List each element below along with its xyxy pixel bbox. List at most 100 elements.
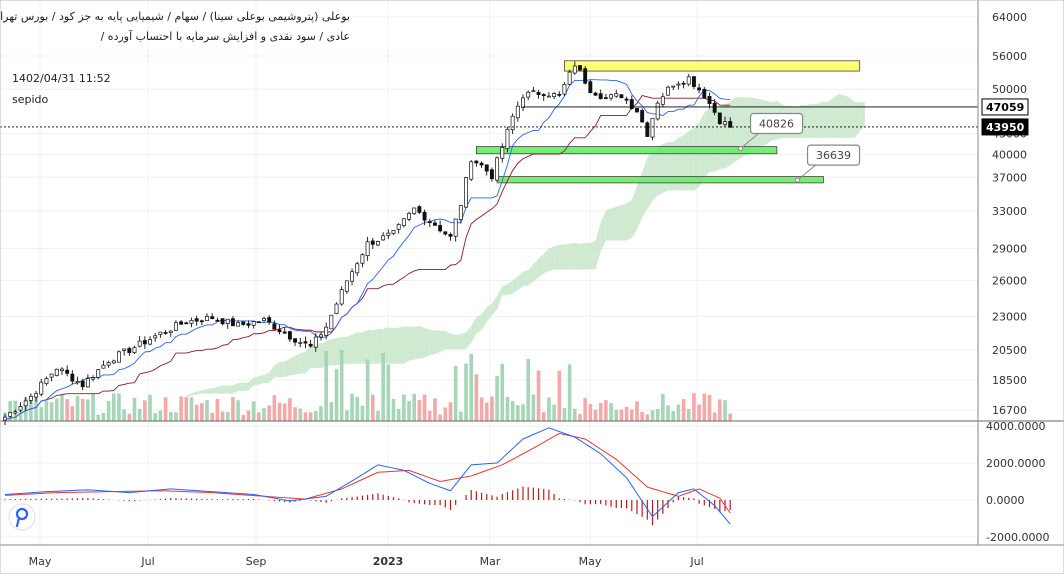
volume-bar (80, 399, 85, 421)
cloud-segment (269, 365, 275, 383)
price-callouts[interactable]: 40826 36639 (738, 112, 861, 183)
tenkan-line (4, 79, 731, 421)
candle-body (96, 369, 101, 378)
cloud-segment (709, 107, 715, 173)
zone-green-1 (475, 146, 778, 155)
volume-bar (438, 414, 442, 421)
cloud-segment (253, 376, 259, 386)
candle-body (422, 211, 427, 221)
volume-bar (464, 363, 468, 421)
volume-bar (282, 403, 287, 421)
volume-bar (215, 398, 220, 421)
volume-bar (179, 396, 183, 421)
volume-bar (210, 412, 214, 421)
volume-bar (635, 401, 639, 421)
candle-body (277, 329, 282, 333)
candle-body (132, 347, 137, 353)
volume-bar (55, 398, 59, 421)
cloud-segment (264, 372, 270, 384)
candle-body (438, 225, 443, 232)
volume-bar (459, 411, 463, 421)
chart-title-line1: بوعلی (پتروشیمی بوعلی سینا) / سهام / شیم… (0, 10, 350, 23)
candle-body (313, 336, 318, 348)
cloud-segment (455, 334, 461, 350)
cloud-segment (559, 244, 565, 270)
cloud-segment (227, 385, 233, 394)
callout-pointer (740, 133, 759, 149)
volume-bar (448, 402, 453, 421)
volume-bar (236, 400, 240, 421)
callout-anchor (738, 146, 744, 152)
price-tick-label: 64000 (992, 11, 1027, 24)
candle-body (546, 95, 551, 98)
grid (0, 0, 978, 545)
cloud-segment (440, 330, 446, 352)
candle-body (697, 87, 702, 91)
candle-body (13, 411, 18, 414)
cloud-segment (222, 385, 228, 394)
candle-body (510, 115, 515, 131)
volume-bar (686, 408, 691, 421)
volume-bar (262, 408, 266, 421)
candle-body (531, 90, 536, 93)
cloud-segment (735, 97, 741, 162)
candle-body (137, 340, 142, 347)
volume-bar (402, 394, 406, 421)
candle-body (324, 326, 329, 336)
candle-body (728, 121, 733, 128)
cloud-segment (554, 245, 560, 270)
cloud-segment (445, 330, 451, 350)
cloud-segment (357, 332, 363, 364)
candle-body (220, 318, 225, 325)
volume-bar (422, 394, 427, 421)
candle-body (567, 71, 572, 85)
volume-bar (386, 364, 391, 421)
candle-body (241, 321, 246, 325)
candle-body (148, 339, 152, 345)
candle-body (578, 65, 582, 71)
volume-bar (329, 401, 334, 421)
cloud-segment (191, 391, 197, 396)
cloud-segment (517, 271, 523, 291)
price-tick-label: 18500 (992, 374, 1027, 387)
volume-bar (655, 409, 660, 421)
cloud-segment (414, 325, 420, 360)
price-tick-label: 16700 (992, 404, 1027, 417)
volume-bar (500, 363, 505, 421)
volume-bar (407, 400, 411, 421)
cloud-segment (352, 332, 358, 364)
price-badge (981, 98, 1029, 116)
volume-bar (666, 405, 670, 421)
indicator-lines (4, 79, 731, 421)
cloud-segment (854, 101, 860, 138)
volume-bar (681, 399, 686, 421)
cloud-segment (186, 393, 192, 399)
cloud-segment (429, 329, 435, 356)
cloud-segment (460, 332, 467, 350)
cloud-segment (621, 203, 627, 241)
cloud-segment (398, 326, 404, 364)
cloud-segment (434, 330, 441, 355)
candle-body (117, 351, 121, 363)
volume-bar (168, 412, 173, 421)
volume-bar (65, 399, 69, 421)
cloud-segment (491, 295, 498, 316)
candle-body (645, 122, 650, 137)
volume-bar (339, 349, 344, 421)
candle-body (246, 323, 251, 326)
cloud-segment (305, 344, 311, 374)
candle-body (412, 207, 417, 215)
cloud-segment (310, 343, 316, 368)
volume-bar (712, 412, 717, 421)
volume-bar (350, 393, 354, 421)
macd-tick-label: 0.0000 (986, 494, 1025, 507)
cloud-segment (372, 329, 378, 364)
price-tick-label: 26000 (992, 275, 1027, 288)
candle-body (448, 234, 453, 237)
cloud-segment (543, 248, 549, 274)
volume-bar (308, 412, 313, 421)
tradingview-logo-icon[interactable] (8, 503, 36, 531)
volume-bar (143, 400, 147, 421)
